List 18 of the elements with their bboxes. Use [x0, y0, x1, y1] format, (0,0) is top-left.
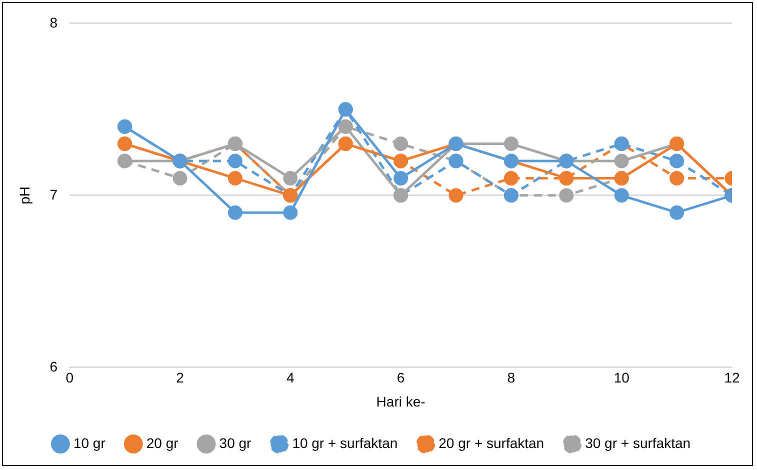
x-axis-title: Hari ke-	[376, 393, 426, 410]
legend-label: 20 gr + surfaktan	[438, 434, 544, 451]
legend-label: 20 gr	[146, 434, 179, 451]
y-tick-label: 6	[50, 358, 58, 374]
legend-label: 30 gr	[219, 434, 252, 451]
x-tick-label: 6	[396, 370, 405, 386]
legend-label: 10 gr	[73, 434, 106, 451]
x-tick-label: 12	[724, 370, 740, 386]
x-tick-label: 4	[286, 370, 294, 386]
legend-label: 10 gr + surfaktan	[292, 434, 398, 451]
y-tick-label: 8	[50, 14, 58, 30]
y-axis-title: pH	[16, 186, 32, 204]
x-tick-label: 8	[507, 370, 516, 386]
x-tick-label: 0	[66, 370, 74, 386]
y-tick-label: 7	[50, 186, 58, 202]
x-tick-label: 2	[176, 370, 184, 386]
x-tick-label: 10	[614, 370, 630, 386]
legend-label: 30 gr + surfaktan	[585, 434, 691, 451]
